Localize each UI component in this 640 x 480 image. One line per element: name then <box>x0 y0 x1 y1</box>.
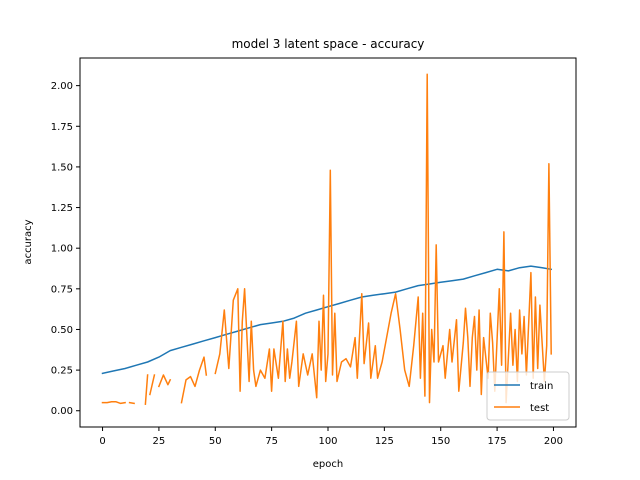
x-tick-label: 175 <box>488 436 507 447</box>
series-line-test <box>180 356 208 404</box>
series-line-test <box>157 374 172 388</box>
x-tick-label: 200 <box>544 436 563 447</box>
x-tick-label: 100 <box>318 436 337 447</box>
y-tick-label: 0.25 <box>51 366 73 377</box>
x-axis-label: epoch <box>313 459 343 470</box>
series-line-test <box>214 73 552 404</box>
y-tick-label: 0.75 <box>51 284 73 295</box>
y-axis: 0.00 0.25 0.50 0.75 1.00 1.25 1.50 1.75 2.00 <box>51 81 80 417</box>
x-tick-label: 125 <box>375 436 394 447</box>
series-line-test <box>101 401 126 405</box>
x-tick-label: 75 <box>265 436 278 447</box>
x-axis: 0 25 50 75 100 125 150 175 200 <box>99 427 563 447</box>
series-line-test <box>128 401 135 405</box>
legend-label-train: train <box>530 381 553 392</box>
y-tick-label: 1.50 <box>51 162 73 173</box>
legend-label-test: test <box>530 403 549 414</box>
x-tick-label: 25 <box>153 436 166 447</box>
y-axis-label: accuracy <box>23 219 34 264</box>
y-tick-label: 1.75 <box>51 122 73 133</box>
y-tick-label: 1.25 <box>51 203 73 214</box>
legend: train test <box>486 371 570 421</box>
y-tick-label: 0.50 <box>51 325 73 336</box>
x-tick-label: 150 <box>431 436 450 447</box>
series-line-test <box>144 374 149 406</box>
y-tick-label: 2.00 <box>51 81 73 92</box>
x-tick-label: 0 <box>99 436 105 447</box>
legend-box <box>486 371 570 421</box>
series-layer <box>101 73 553 406</box>
y-tick-label: 0.00 <box>51 406 73 417</box>
chart-title: model 3 latent space - accuracy <box>232 37 425 51</box>
y-tick-label: 1.00 <box>51 244 73 255</box>
series-line-test <box>149 374 156 396</box>
x-tick-label: 50 <box>209 436 222 447</box>
